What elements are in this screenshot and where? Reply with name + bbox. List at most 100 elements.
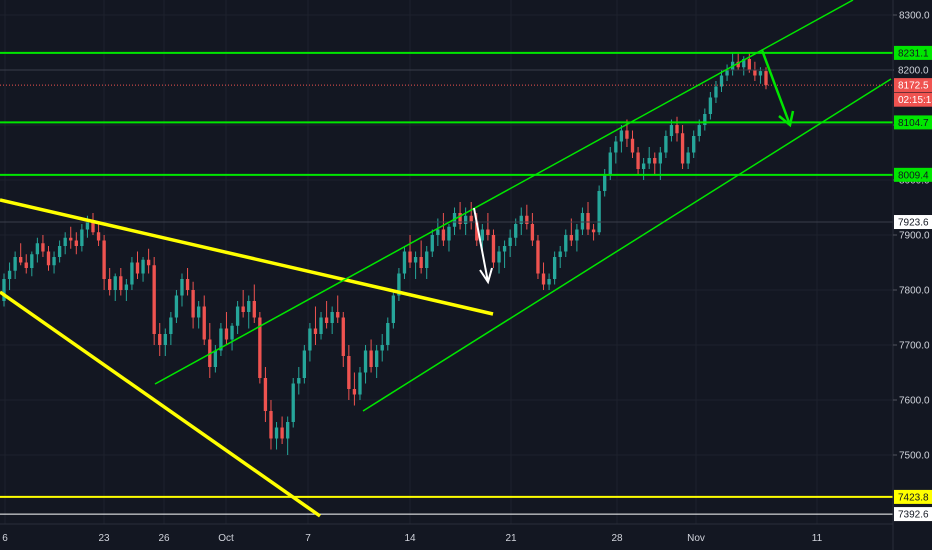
candle-body: [413, 257, 418, 263]
level-7923-label: 7923.6: [898, 218, 929, 229]
candle-body: [13, 257, 17, 271]
candle-body: [363, 350, 368, 373]
level-8104-label: 8104.7: [898, 118, 929, 129]
candle-body: [669, 125, 674, 136]
x-tick-label: 6: [2, 533, 8, 544]
countdown-label: 02:15:15: [898, 95, 932, 106]
candle-body: [57, 246, 62, 257]
candle-body: [697, 125, 701, 136]
candle-body: [630, 138, 635, 153]
candle-body: [408, 251, 412, 263]
grid-lines: [0, 0, 893, 524]
candle-body: [447, 226, 451, 241]
x-tick-label: 7: [305, 533, 311, 544]
candle-body: [241, 306, 245, 312]
candle-body: [108, 279, 112, 290]
x-tick-label: 11: [812, 533, 823, 544]
candle-body: [508, 237, 512, 246]
candle-body: [52, 257, 56, 266]
x-tick-label: 21: [505, 533, 517, 544]
y-tick-label: 7700.0: [899, 341, 930, 352]
candle-body: [163, 334, 167, 345]
candle-body: [441, 229, 446, 241]
level-8009-label: 8009.4: [898, 170, 929, 181]
candle-body: [247, 301, 251, 312]
current-price-label: 8172.5: [898, 81, 929, 92]
candle-body: [686, 152, 690, 164]
candle-body: [419, 257, 423, 268]
level-7423-label: 7423.8: [898, 492, 929, 503]
countdown-label-bg: [894, 92, 932, 107]
level-8231-label: 8231.1: [898, 48, 929, 59]
x-tick-label: Oct: [218, 533, 234, 544]
y-tick-label: 7900.0: [899, 231, 930, 242]
candle-body: [96, 232, 101, 241]
level-7923-label-bg: [894, 215, 932, 230]
candle-body: [274, 427, 279, 439]
candle-body: [625, 130, 629, 139]
candle-body: [258, 317, 262, 378]
price-labels: 8231.1 8200.0 8172.5 02:15:15 8104.7 8009.4 79…: [894, 45, 932, 522]
candle-body: [753, 70, 757, 76]
horizontal-levels: [0, 51, 893, 515]
candle-body: [608, 152, 612, 175]
candle-body: [764, 71, 768, 86]
current-price-label-bg: [894, 78, 932, 93]
candle-body: [675, 125, 679, 134]
candle-body: [714, 86, 718, 98]
candle-body: [564, 235, 568, 252]
candle-body: [80, 229, 84, 246]
candle-body: [658, 152, 662, 164]
candle-body: [641, 163, 646, 169]
y-tick-label: 7600.0: [899, 396, 930, 407]
candle-body: [191, 290, 195, 318]
candle-body: [230, 325, 234, 340]
candle-body: [69, 237, 73, 241]
x-tick-label: Nov: [687, 533, 705, 544]
candle-body: [235, 306, 240, 326]
level-8104-label-bg: [894, 115, 932, 130]
candle-body: [202, 306, 206, 340]
candle-body: [475, 221, 479, 241]
candle-body: [469, 215, 473, 222]
level-8009-label-bg: [894, 167, 932, 182]
candle-body: [19, 257, 23, 263]
candle-body: [135, 262, 140, 274]
candle-body: [324, 317, 329, 323]
candle-body: [358, 372, 362, 395]
channel-upper-line: [154, 0, 854, 385]
candle-body: [263, 378, 268, 411]
candle-body: [380, 345, 384, 351]
candle-body: [30, 254, 34, 268]
candle-body: [269, 411, 273, 439]
time-axis[interactable]: 6 23 26 Oct 7 14 21 28 Nov 11: [0, 523, 893, 544]
candle-body: [285, 422, 290, 439]
candle-body: [224, 328, 229, 340]
candle-body: [502, 246, 507, 252]
candle-body: [463, 215, 468, 224]
level-8200-label-bg: [894, 63, 932, 77]
candle-body: [680, 133, 685, 164]
x-tick-label: 14: [404, 533, 416, 544]
candle-body: [402, 251, 407, 274]
candle-body: [491, 235, 496, 263]
candle-body: [552, 257, 557, 279]
x-tick-label: 28: [611, 533, 623, 544]
candle-body: [708, 97, 713, 114]
candle-body: [185, 279, 190, 290]
yellow-trendline-lower: [0, 290, 322, 518]
candle-body: [586, 213, 590, 230]
candle-body: [547, 279, 551, 285]
candle-body: [369, 350, 373, 367]
candle-body: [558, 251, 562, 257]
candle-body: [347, 356, 351, 389]
drawings: [0, 0, 892, 518]
candle-body: [91, 221, 95, 233]
candle-body: [425, 251, 429, 268]
candle-body: [597, 191, 601, 233]
candle-body: [7, 270, 12, 279]
candle-body: [575, 229, 579, 241]
candle-body: [119, 276, 123, 290]
